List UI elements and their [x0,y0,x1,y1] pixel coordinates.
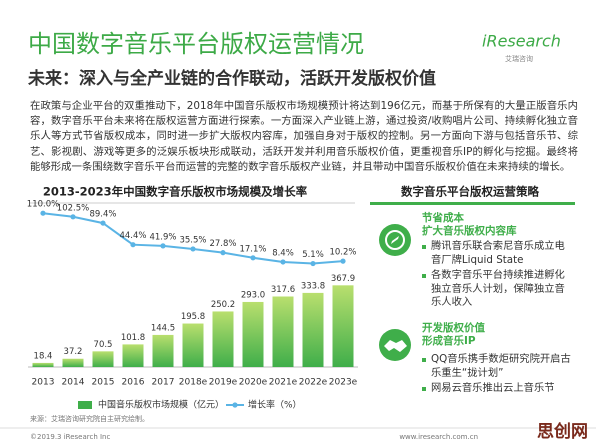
x-tick-label: 2022e [299,378,328,388]
strategy-rule [370,202,575,205]
bar [152,334,174,367]
bullet: 腾讯音乐联合索尼音乐成立电音厂牌Liquid State [422,240,574,267]
growth-label: 5.1% [302,250,324,260]
bar [32,362,54,367]
watermark: 思创网 [537,421,588,442]
bar-label: 37.2 [64,347,83,357]
growth-point [100,220,106,226]
growth-point [130,242,136,248]
growth-point [250,255,256,261]
x-tick-label: 2015 [92,378,115,388]
growth-label: 27.8% [209,239,236,249]
strategy-heading: 形成音乐IP [422,334,476,347]
growth-label: 102.5% [57,203,89,213]
growth-point [190,246,196,252]
bar-label: 101.8 [121,333,145,343]
legend-swatch [232,402,238,408]
strategy-title: 数字音乐平台版权运营策略 [401,185,539,199]
x-tick-label: 2014 [62,378,85,388]
bullet: 网易云音乐推出云上音乐节 [422,382,574,396]
x-tick-label: 2013 [32,378,55,388]
growth-label: 8.4% [272,248,294,258]
x-tick-label: 2019e [209,378,238,388]
bar-label: 18.4 [34,351,53,361]
x-tick-label: 2018e [179,378,208,388]
bar-label: 70.5 [94,340,113,350]
bar [122,344,144,367]
logo-sub: 艾瑞咨询 [505,54,533,63]
bar-label: 250.2 [211,300,235,310]
copyright: ©2019.3 iResearch Inc [30,433,110,441]
growth-point [220,250,226,256]
growth-label: 89.4% [89,210,116,220]
legend-swatch [78,401,92,409]
legend-label: 增长率（%） [248,399,302,411]
bullet: QQ音乐携手数炬研究院开启古乐重生“拢计划” [422,353,574,380]
bar [92,351,114,367]
bar-label: 317.6 [271,285,295,295]
legend-label: 中国音乐版权市场规模（亿元） [98,399,224,411]
bar [332,285,354,367]
growth-point [340,258,346,264]
bar [212,311,234,367]
bar-label: 367.9 [331,274,355,284]
icon [385,230,405,250]
chart-title: 2013-2023年中国数字音乐版权市场规模及增长率 [43,185,308,199]
bar [62,358,84,367]
x-tick-label: 2020e [239,378,268,388]
icon [391,236,399,244]
growth-label: 41.9% [149,232,176,242]
bullet-list: QQ音乐携手数炬研究院开启古乐重生“拢计划” 网易云音乐推出云上音乐节 [422,353,574,398]
bullet-list: 腾讯音乐联合索尼音乐成立电音厂牌Liquid State 各数字音乐平台持续推进孵… [422,240,574,312]
icon [384,340,407,352]
bar [272,296,294,367]
bar [302,292,324,367]
growth-point [160,243,166,249]
x-tick-label: 2016 [122,378,145,388]
title: 中国数字音乐平台版权运营情况 [28,30,364,58]
growth-label: 17.1% [239,244,266,254]
strategy-heading: 扩大音乐版权内容库 [422,224,517,237]
bar-label: 293.0 [241,290,265,300]
bullet: 各数字音乐平台持续推进孵化独立音乐人计划，保障独立音乐人收入 [422,269,574,310]
growth-label: 110.0% [27,200,59,210]
source: 来源：艾瑞咨询研究院自主研究绘制。 [30,414,149,423]
growth-point [310,260,316,267]
body-text: 在政策与企业平台的双重推动下，2018年中国音乐版权市场规模预计将达到196亿元… [30,100,578,173]
x-tick-label: 2021e [269,378,298,388]
growth-label: 44.4% [119,231,146,241]
strategy-heading: 节省成本 [422,211,464,224]
bar [182,323,204,367]
growth-point [40,210,46,216]
logo: iResearch [482,32,561,51]
subtitle: 未来：深入与全产业链的合作联动，活跃开发版权价值 [27,68,436,89]
growth-point [70,214,76,220]
bar-label: 195.8 [181,312,205,322]
url: www.iresearch.com.cn [399,433,478,441]
growth-label: 35.5% [179,235,206,245]
x-tick-label: 2017 [152,378,175,388]
bar-label: 144.5 [151,323,175,333]
bar-label: 333.8 [301,281,325,291]
x-tick-label: 2023e [329,378,358,388]
growth-label: 10.2% [329,248,356,258]
growth-point [280,259,286,265]
strategy-heading: 开发版权价值 [422,321,485,334]
bar [242,301,264,367]
